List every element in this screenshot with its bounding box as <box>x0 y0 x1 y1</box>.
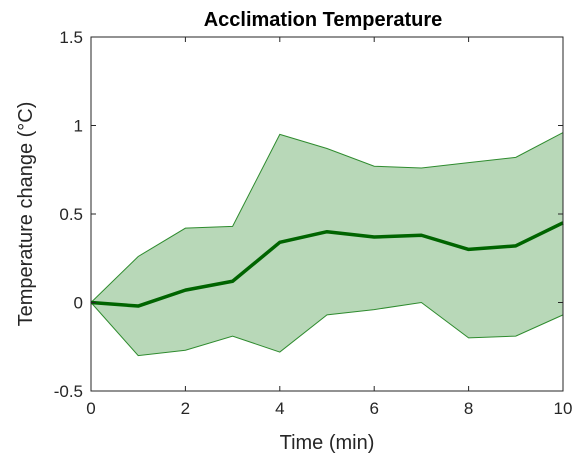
x-axis: 0 2 4 6 8 10 <box>86 37 572 418</box>
y-tick-label: -0.5 <box>54 382 83 401</box>
x-tick-label: 8 <box>464 399 473 418</box>
x-tick-label: 4 <box>275 399 284 418</box>
x-tick-label: 10 <box>554 399 573 418</box>
y-tick-label: 1 <box>74 117 83 136</box>
y-axis-label: Temperature change (°C) <box>15 102 37 327</box>
x-tick-label: 2 <box>181 399 190 418</box>
x-tick-label: 0 <box>86 399 95 418</box>
plot-frame-border <box>90 36 564 392</box>
y-axis: -0.5 0 0.5 1 1.5 <box>54 28 563 401</box>
mean-line <box>90 221 564 308</box>
y-tick-label: 0 <box>74 294 83 313</box>
y-tick-label: 0.5 <box>59 205 83 224</box>
x-tick-label: 6 <box>369 399 378 418</box>
chart-title: Acclimation Temperature <box>204 9 443 31</box>
x-axis-label: Time (min) <box>280 432 375 454</box>
y-tick-label: 1.5 <box>59 28 83 47</box>
